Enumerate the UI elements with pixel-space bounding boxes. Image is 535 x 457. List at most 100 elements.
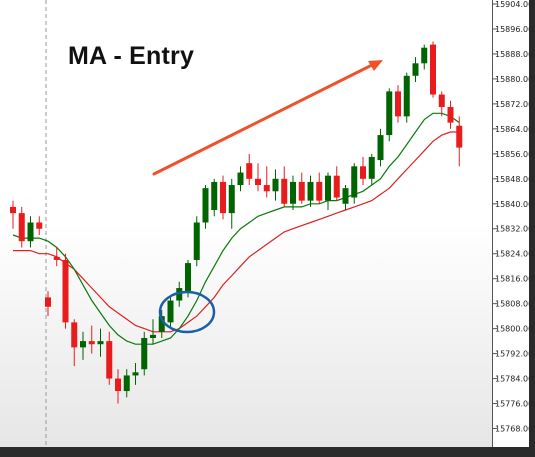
- candle-body: [395, 91, 401, 117]
- candles: [10, 41, 463, 404]
- bearish-candle: [115, 369, 121, 404]
- bullish-candle: [132, 362, 139, 385]
- y-tick-label: 15848.00: [495, 175, 533, 184]
- bearish-candle: [246, 153, 253, 186]
- chart-title: MA - Entry: [68, 42, 195, 70]
- bearish-candle: [447, 100, 454, 129]
- candle-body: [115, 378, 121, 392]
- candle-body: [45, 297, 51, 307]
- bearish-candle: [456, 116, 463, 167]
- y-tick-label: 15800.00: [495, 325, 533, 334]
- candle-body: [220, 181, 226, 214]
- bearish-candle: [88, 325, 95, 354]
- y-tick-label: 15768.00: [495, 425, 533, 434]
- candle-body: [263, 185, 270, 192]
- candle-body: [123, 375, 130, 392]
- candle-body: [88, 341, 95, 345]
- ma-slow-line: [13, 131, 460, 333]
- candle-body: [132, 372, 139, 376]
- candle-body: [386, 91, 393, 136]
- candle-body: [307, 181, 314, 201]
- bullish-candle: [80, 331, 86, 360]
- bearish-candle: [430, 41, 436, 98]
- bullish-candle: [176, 281, 183, 307]
- bullish-candle: [342, 185, 349, 211]
- candle-body: [202, 188, 209, 223]
- trend-arrow: [152, 60, 383, 176]
- bullish-candle: [97, 328, 104, 357]
- y-tick-label: 15832.00: [495, 225, 533, 234]
- y-tick-label: 15808.00: [495, 300, 533, 309]
- bullish-candle: [403, 72, 410, 123]
- bullish-candle: [377, 128, 384, 167]
- candle-body: [53, 256, 60, 260]
- bullish-candle: [307, 175, 314, 207]
- y-tick-label: 15784.00: [495, 375, 533, 384]
- ma-fast-line: [12, 112, 460, 345]
- bearish-candle: [263, 166, 270, 198]
- candle-body: [80, 341, 86, 348]
- candle-body: [228, 185, 235, 214]
- bullish-candle: [27, 216, 34, 248]
- candle-body: [10, 206, 16, 214]
- bullish-candle: [193, 216, 200, 267]
- candle-body: [281, 178, 288, 204]
- entry-circle: [158, 290, 216, 334]
- bullish-candle: [150, 319, 156, 345]
- candle-body: [368, 156, 375, 179]
- bearish-candle: [395, 85, 401, 123]
- candle-body: [150, 334, 156, 338]
- candle-body: [316, 181, 323, 201]
- candle-body: [412, 63, 419, 76]
- candle-body: [290, 181, 296, 204]
- axis-background: [492, 0, 529, 447]
- bullish-candle: [123, 369, 130, 398]
- bullish-candle: [167, 297, 174, 329]
- candle-body: [211, 181, 218, 211]
- y-tick-label: 15872.00: [495, 100, 533, 109]
- bearish-candle: [316, 172, 323, 204]
- candle-body: [167, 300, 174, 323]
- bullish-candle: [351, 163, 358, 204]
- candle-body: [193, 222, 200, 260]
- bearish-candle: [438, 91, 445, 117]
- bearish-candle: [71, 319, 78, 367]
- plot-background: [0, 0, 492, 447]
- candle-body: [176, 288, 183, 301]
- y-tick-label: 15856.00: [495, 150, 533, 159]
- bearish-candle: [45, 291, 51, 317]
- candle-body: [27, 222, 34, 242]
- bearish-candle: [10, 200, 16, 229]
- bullish-candle: [202, 185, 209, 229]
- candle-body: [255, 178, 261, 186]
- bullish-candle: [272, 169, 279, 201]
- bearish-candle: [360, 156, 366, 186]
- bearish-candle: [220, 175, 226, 220]
- candle-body: [342, 188, 349, 204]
- candle-body: [62, 259, 69, 323]
- y-tick-label: 15864.00: [495, 125, 533, 134]
- candle-body: [351, 166, 358, 198]
- candle-body: [333, 175, 340, 198]
- y-tick-label: 15896.00: [495, 25, 533, 34]
- price-axis-ticks: 15904.00 15896.00 15888.00 15880.00 15872.00…: [492, 0, 533, 434]
- bullish-candle: [228, 178, 235, 229]
- bullish-candle: [368, 153, 375, 186]
- bearish-candle: [62, 253, 69, 329]
- candle-body: [438, 94, 445, 108]
- bullish-candle: [211, 178, 218, 217]
- y-tick-label: 15888.00: [495, 50, 533, 59]
- y-tick-label: 15792.00: [495, 350, 533, 359]
- candle-body: [403, 75, 410, 117]
- candle-body: [18, 213, 25, 242]
- y-tick-label: 15824.00: [495, 250, 533, 259]
- bullish-candle: [158, 309, 165, 338]
- bullish-candle: [386, 88, 393, 142]
- bullish-candle: [421, 44, 428, 70]
- bearish-candle: [36, 216, 43, 235]
- bullish-candle: [290, 175, 296, 211]
- bearish-candle: [18, 206, 25, 248]
- candle-body: [430, 44, 436, 95]
